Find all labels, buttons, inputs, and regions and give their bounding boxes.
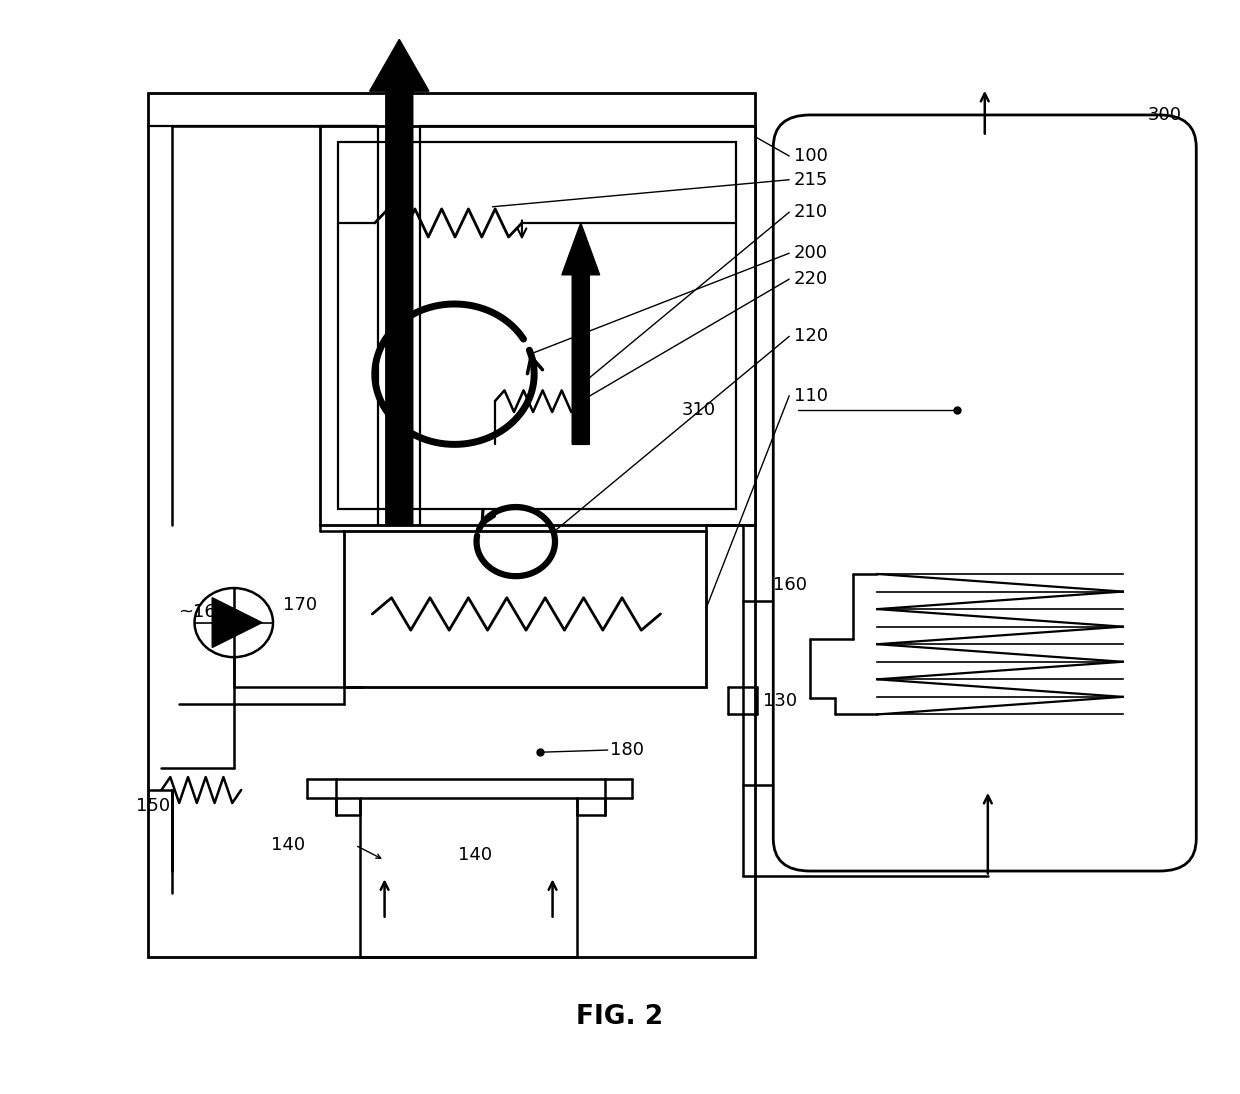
Text: 180: 180 [610,741,645,759]
Polygon shape [212,597,262,648]
Text: 210: 210 [794,203,828,221]
Text: 160: 160 [774,575,807,594]
Text: 150: 150 [135,798,170,815]
Text: 215: 215 [794,171,828,189]
Text: 140: 140 [270,836,305,854]
FancyBboxPatch shape [774,115,1197,871]
Text: 120: 120 [794,327,828,346]
Text: FIG. 2: FIG. 2 [577,1004,663,1029]
Text: 100: 100 [794,147,828,165]
Text: 200: 200 [794,244,828,263]
Text: ~160: ~160 [179,603,228,620]
Text: 310: 310 [681,401,715,419]
Text: 300: 300 [1147,106,1182,124]
Bar [320,126,755,525]
Text: 170: 170 [283,596,317,615]
Bar [339,142,737,509]
Bar [148,93,755,957]
FancyArrow shape [370,39,429,525]
Text: 130: 130 [764,691,797,710]
Text: 140: 140 [458,846,492,864]
FancyArrow shape [562,223,600,444]
Bar [345,531,706,687]
Text: 110: 110 [794,387,828,405]
Text: 220: 220 [794,270,828,288]
